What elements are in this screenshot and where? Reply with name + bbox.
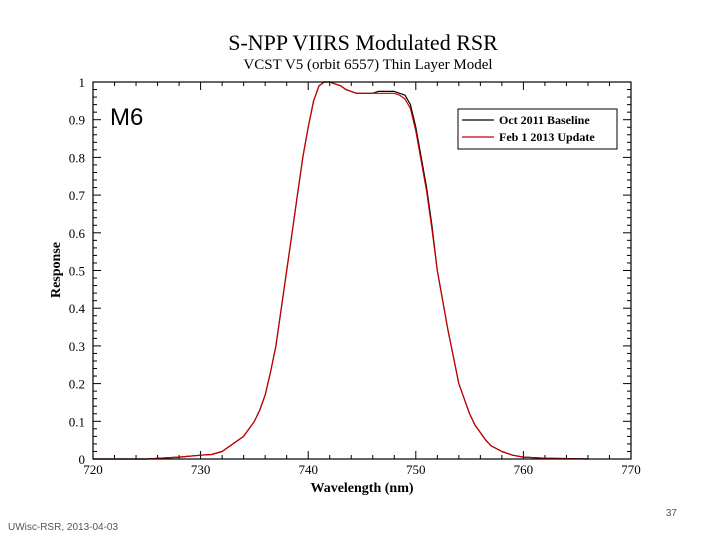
- x-tick-label: 760: [514, 462, 534, 477]
- plot-frame: [92, 81, 632, 460]
- y-axis-label: Response: [49, 242, 64, 298]
- x-tick-label: 720: [83, 462, 103, 477]
- x-tick-label: 740: [298, 462, 318, 477]
- axis-tick-labels: 720 730 740 750 760 770 0 0.1 0.2 0.3 0.4 0.5 0.6 0.7…: [69, 75, 641, 477]
- legend-label-baseline: Oct 2011 Baseline: [499, 113, 590, 127]
- x-tick-label: 750: [406, 462, 426, 477]
- y-tick-label: 1: [79, 75, 86, 90]
- y-tick-label: 0.7: [69, 188, 86, 203]
- y-tick-label: 0.2: [69, 377, 85, 392]
- y-tick-label: 0.9: [69, 113, 85, 128]
- y-tick-label: 0.4: [69, 301, 86, 316]
- source-footer: UWisc-RSR, 2013-04-03: [8, 522, 119, 533]
- legend-label-update: Feb 1 2013 Update: [499, 130, 595, 144]
- legend-box: [457, 108, 618, 150]
- axis-ticks: [92, 81, 632, 460]
- y-tick-label: 0: [79, 452, 86, 467]
- x-tick-label: 730: [191, 462, 211, 477]
- y-tick-label: 0.1: [69, 414, 85, 429]
- x-axis-label: Wavelength (nm): [310, 481, 413, 496]
- y-tick-label: 0.6: [69, 226, 86, 241]
- series-layer: [93, 81, 589, 460]
- series-line-update: [93, 81, 589, 460]
- page-number: 37: [665, 508, 677, 519]
- chart-subtitle: VCST V5 (orbit 6557) Thin Layer Model: [243, 57, 492, 73]
- legend: Oct 2011 Baseline Feb 1 2013 Update: [457, 108, 618, 150]
- y-tick-label: 0.5: [69, 264, 85, 279]
- x-tick-label: 770: [621, 462, 641, 477]
- band-label: M6: [110, 104, 143, 131]
- chart-title: S-NPP VIIRS Modulated RSR: [228, 30, 498, 55]
- y-tick-label: 0.8: [69, 150, 85, 165]
- y-tick-label: 0.3: [69, 339, 85, 354]
